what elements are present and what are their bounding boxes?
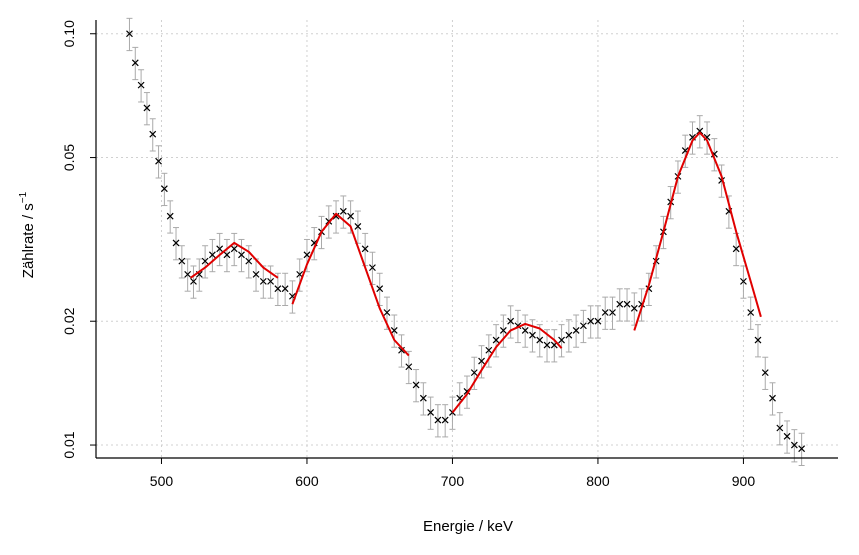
data-point-45	[434, 416, 442, 424]
data-point-19	[245, 257, 253, 265]
axes	[90, 20, 838, 464]
data-point-18	[238, 251, 245, 259]
data-point-88	[747, 309, 755, 316]
data-point-43	[419, 394, 427, 402]
data-point-5	[155, 157, 162, 165]
data-point-55	[507, 317, 515, 325]
data-point-89	[754, 336, 762, 344]
x-tick-label-4: 900	[732, 473, 756, 489]
data-point-23	[274, 285, 282, 293]
data-point-71	[623, 300, 631, 308]
y-tick-label-0: 0.01	[61, 431, 77, 458]
data-point-0	[126, 30, 133, 38]
y-axis-label-main: Zählrate / s	[20, 203, 37, 278]
fit-curve-0	[190, 241, 279, 279]
data-point-91	[769, 394, 776, 402]
data-point-10	[184, 270, 192, 278]
data-point-22	[267, 277, 275, 285]
data-point-38	[383, 309, 391, 316]
data-point-35	[361, 245, 369, 253]
data-point-67	[594, 317, 602, 325]
data-point-17	[230, 245, 238, 253]
data-point-46	[441, 416, 449, 424]
data-point-7	[166, 212, 174, 220]
data-point-24	[281, 285, 289, 293]
data-point-42	[412, 381, 420, 389]
data-point-27	[303, 251, 311, 259]
data-point-93	[783, 432, 791, 440]
data-point-9	[178, 257, 186, 265]
x-tick-label-1: 600	[295, 473, 319, 489]
data-point-41	[405, 363, 413, 371]
x-tick-label-3: 800	[586, 473, 610, 489]
data-point-33	[347, 212, 355, 220]
y-tick-label-3: 0.10	[61, 20, 77, 47]
data-point-21	[259, 277, 267, 285]
x-tick-label-0: 500	[150, 473, 174, 489]
data-point-57	[521, 326, 529, 334]
data-point-32	[339, 207, 347, 215]
fit-curve-2	[451, 322, 563, 414]
data-points	[126, 30, 806, 453]
data-point-54	[499, 326, 507, 334]
x-axis-label: Energie / keV	[423, 518, 513, 535]
data-point-81	[696, 127, 704, 135]
y-tick-label-2: 0.05	[61, 144, 77, 171]
data-point-70	[616, 300, 624, 308]
data-point-37	[376, 285, 384, 293]
data-point-13	[201, 257, 209, 265]
data-point-14	[208, 251, 216, 259]
data-point-34	[354, 223, 362, 230]
data-point-51	[478, 357, 485, 365]
data-point-11	[190, 277, 197, 285]
data-point-90	[761, 369, 769, 377]
data-point-86	[732, 245, 740, 253]
data-point-50	[470, 369, 478, 377]
data-point-94	[790, 441, 798, 449]
data-point-52	[485, 346, 493, 354]
data-point-64	[572, 326, 580, 334]
data-point-87	[740, 277, 747, 285]
data-point-6	[160, 185, 168, 193]
data-point-2	[137, 81, 145, 89]
data-point-63	[565, 331, 573, 339]
data-point-72	[630, 304, 638, 312]
data-point-15	[216, 245, 224, 253]
data-point-44	[427, 409, 435, 416]
data-point-3	[143, 104, 151, 112]
data-point-69	[609, 309, 616, 316]
data-point-65	[579, 322, 587, 330]
data-point-92	[776, 424, 784, 432]
data-point-68	[601, 309, 609, 316]
data-point-62	[558, 336, 565, 344]
error-bars	[126, 17, 805, 466]
data-point-36	[369, 264, 376, 272]
data-point-58	[529, 331, 536, 339]
tick-labels: 500 600 700 800 900 0.01 0.02 0.05 0.10	[61, 20, 755, 489]
y-axis-label: Zählrate / s−1	[18, 191, 37, 278]
data-point-39	[390, 326, 398, 334]
data-point-59	[536, 336, 544, 344]
grid	[96, 20, 838, 458]
data-point-60	[543, 341, 551, 349]
data-point-1	[131, 59, 139, 67]
fit-curve-3	[633, 131, 762, 331]
y-axis-label-exponent: −1	[18, 191, 29, 203]
data-point-16	[223, 251, 231, 259]
data-point-95	[798, 445, 806, 453]
data-point-53	[492, 336, 500, 344]
y-tick-label-1: 0.02	[61, 307, 77, 334]
x-tick-label-2: 700	[441, 473, 465, 489]
fit-curves	[190, 131, 762, 414]
data-point-66	[587, 317, 595, 325]
data-point-40	[398, 346, 405, 354]
fit-curve-1	[291, 212, 410, 357]
data-point-20	[252, 270, 260, 278]
data-point-4	[149, 130, 157, 138]
data-point-8	[172, 239, 180, 247]
